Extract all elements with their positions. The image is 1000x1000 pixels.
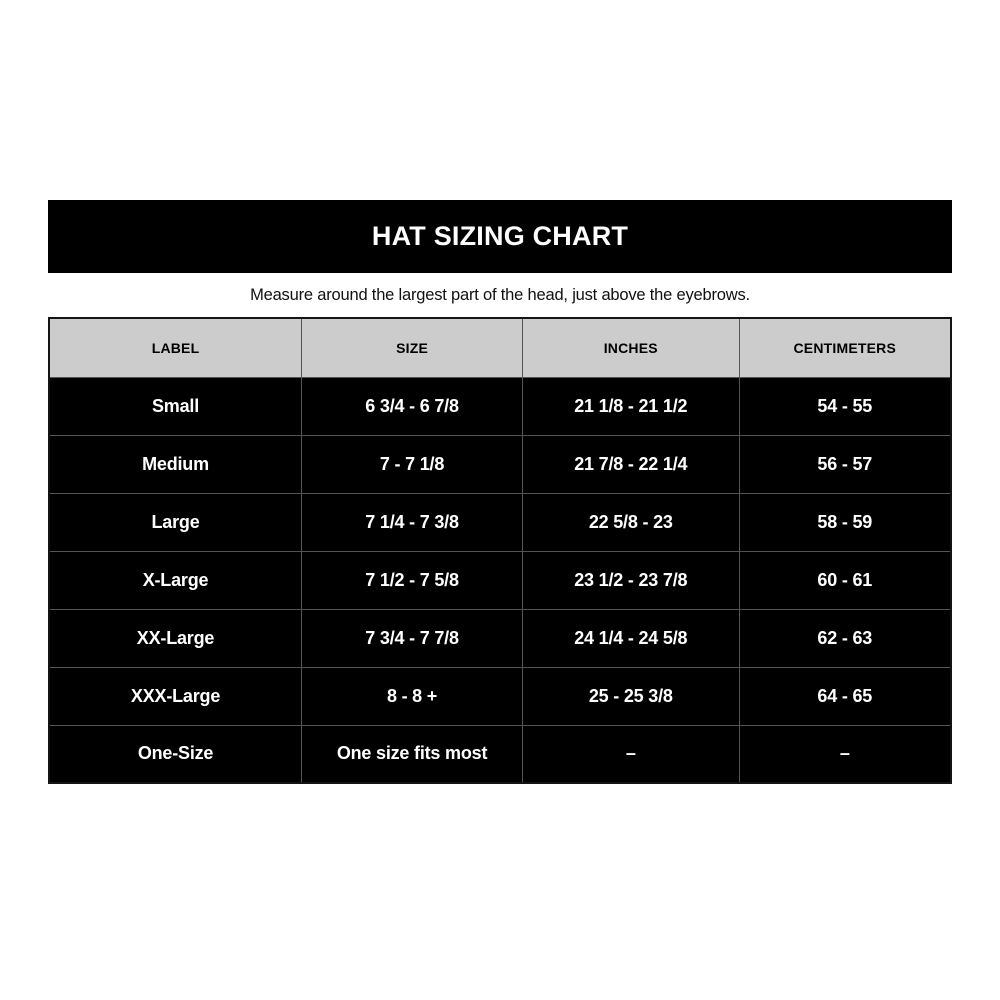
table-cell: 21 7/8 - 22 1/4	[522, 434, 740, 494]
table-row: X-Large 7 1/2 - 7 5/8 23 1/2 - 23 7/8 60 - …	[48, 550, 952, 610]
column-header-inches: INCHES	[522, 317, 740, 378]
table-row: Large 7 1/4 - 7 3/8 22 5/8 - 23 58 - 59	[48, 492, 952, 552]
table-cell: One size fits most	[301, 724, 524, 784]
table-cell: 23 1/2 - 23 7/8	[522, 550, 740, 610]
table-header-row: LABEL SIZE INCHES CENTIMETERS	[48, 317, 952, 378]
table-row: Small 6 3/4 - 6 7/8 21 1/8 - 21 1/2 54 - 55	[48, 376, 952, 436]
table-cell: 64 - 65	[738, 666, 952, 726]
table-cell: 7 1/2 - 7 5/8	[301, 550, 524, 610]
table-cell: 7 3/4 - 7 7/8	[301, 608, 524, 668]
column-header-label: LABEL	[48, 317, 303, 378]
table-cell: 62 - 63	[738, 608, 952, 668]
table-cell: 24 1/4 - 24 5/8	[522, 608, 740, 668]
table-cell: 21 1/8 - 21 1/2	[522, 376, 740, 436]
table-cell: Large	[48, 492, 303, 552]
sizing-table: LABEL SIZE INCHES CENTIMETERS Small 6 3/4…	[48, 317, 952, 784]
table-body: Small 6 3/4 - 6 7/8 21 1/8 - 21 1/2 54 - 55…	[48, 376, 952, 784]
title-bar: HAT SIZING CHART	[48, 200, 952, 273]
table-cell: 22 5/8 - 23	[522, 492, 740, 552]
table-cell: 58 - 59	[738, 492, 952, 552]
table-cell: 56 - 57	[738, 434, 952, 494]
table-cell: 7 1/4 - 7 3/8	[301, 492, 524, 552]
table-cell: 54 - 55	[738, 376, 952, 436]
measurement-instruction: Measure around the largest part of the h…	[250, 286, 750, 304]
table-cell: Medium	[48, 434, 303, 494]
column-header-centimeters: CENTIMETERS	[738, 317, 952, 378]
table-cell: X-Large	[48, 550, 303, 610]
table-cell: 6 3/4 - 6 7/8	[301, 376, 524, 436]
table-cell: –	[738, 724, 952, 784]
table-cell: 60 - 61	[738, 550, 952, 610]
table-row: One-Size One size fits most – –	[48, 724, 952, 784]
table-cell: XXX-Large	[48, 666, 303, 726]
table-cell: One-Size	[48, 724, 303, 784]
table-row: XXX-Large 8 - 8 +25 - 25 3/8 64 - 65	[48, 666, 952, 726]
table-row: Medium 7 - 7 1/8 21 7/8 - 22 1/4 56 - 57	[48, 434, 952, 494]
table-cell: Small	[48, 376, 303, 436]
hat-sizing-chart-page: HAT SIZING CHART Measure around the larg…	[48, 0, 952, 784]
table-cell: 7 - 7 1/8	[301, 434, 524, 494]
column-header-size: SIZE	[301, 317, 524, 378]
table-cell: 8 - 8 +	[301, 666, 524, 726]
table-row: XX-Large 7 3/4 - 7 7/8 24 1/4 - 24 5/8 62 -…	[48, 608, 952, 668]
table-cell: XX-Large	[48, 608, 303, 668]
table-cell: 25 - 25 3/8	[522, 666, 740, 726]
page-title: HAT SIZING CHART	[371, 221, 629, 251]
table-cell: –	[522, 724, 740, 784]
